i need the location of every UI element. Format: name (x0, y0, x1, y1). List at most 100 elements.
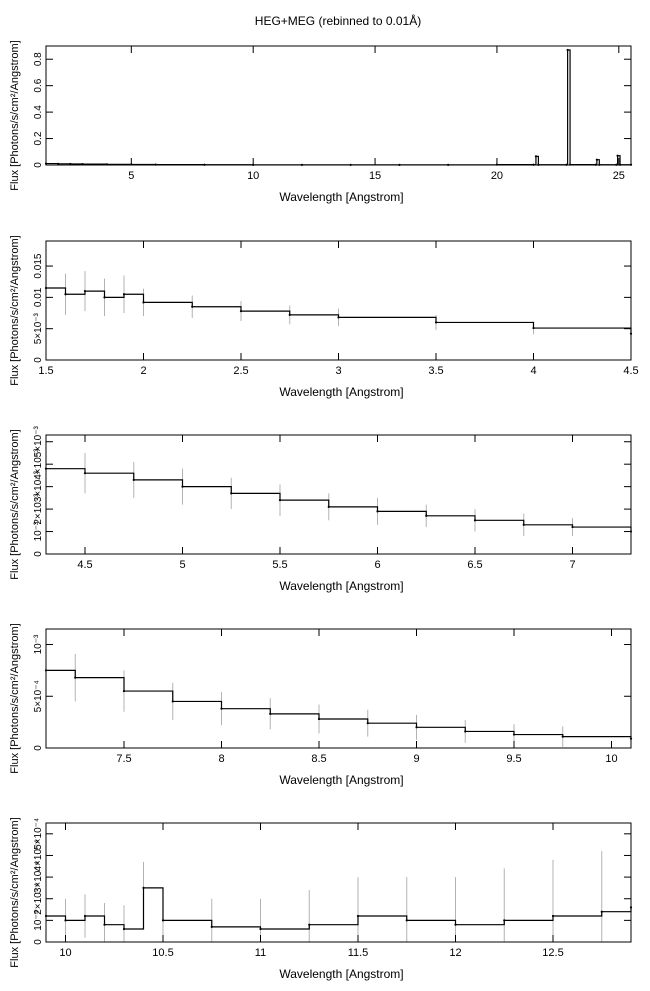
y-tick-label: 0.2 (33, 131, 44, 145)
x-axis-label: Wavelength [Angstrom] (279, 385, 403, 399)
x-tick-label: 4.5 (77, 559, 92, 571)
data-point (122, 689, 126, 693)
x-tick-label: 12 (449, 947, 461, 959)
series-1 (44, 644, 633, 748)
data-point (74, 676, 77, 679)
data-point (161, 919, 165, 922)
data-point (415, 726, 418, 729)
data-point (571, 525, 574, 529)
x-tick-label: 11 (255, 947, 266, 959)
data-point (425, 514, 428, 517)
y-tick-label: 0 (33, 745, 44, 751)
x-tick-label: 3.5 (428, 365, 443, 377)
x-tick-label: 10 (59, 947, 71, 959)
y-tick-label: 10⁻³ (33, 521, 44, 541)
data-point (103, 923, 106, 926)
data-point (278, 499, 282, 502)
data-point (317, 717, 321, 721)
y-tick-label: 5×10⁻⁴ (33, 680, 44, 712)
data-point (327, 505, 330, 508)
data-point (122, 293, 126, 296)
x-tick-label: 12.5 (542, 947, 563, 959)
x-tick-label: 5.5 (272, 559, 287, 571)
data-point (561, 735, 564, 738)
data-point (83, 290, 87, 293)
x-tick-label: 25 (613, 170, 625, 182)
data-point (142, 301, 145, 304)
data-point (142, 886, 145, 890)
x-axis-label: Wavelength [Angstrom] (279, 773, 403, 787)
x-tick-label: 1.5 (38, 365, 53, 377)
data-point (600, 910, 603, 913)
plot-frame (45, 628, 632, 749)
x-tick-label: 3 (335, 365, 341, 377)
data-point (259, 927, 262, 931)
y-tick-label: 0 (33, 551, 44, 557)
y-tick-label: 2×10⁻⁴ (33, 883, 44, 915)
x-tick-label: 7.5 (116, 753, 131, 765)
spectrum-line (46, 887, 632, 930)
data-point (83, 914, 87, 918)
data-point (551, 914, 555, 918)
y-tick-label: 10⁻³ (33, 634, 44, 654)
spectrum-line (46, 468, 632, 532)
y-tick-label: 3×10⁻⁴ (33, 861, 44, 893)
data-point (220, 707, 223, 710)
data-point (534, 155, 538, 158)
series-1 (44, 842, 633, 942)
y-tick-label: 5×10⁻³ (33, 312, 44, 344)
y-tick-label: 0.6 (33, 78, 44, 92)
y-tick-label: 0 (33, 162, 44, 168)
y-tick-label: 2×10⁻³ (33, 493, 44, 525)
y-axis-label: Flux [Photons/s/cm²/Angstrom] (9, 40, 21, 190)
x-tick-label: 4.5 (623, 365, 638, 377)
x-tick-label: 9 (413, 753, 419, 765)
data-point (122, 927, 126, 931)
data-point (405, 919, 408, 922)
x-axis-label: Wavelength [Angstrom] (279, 967, 403, 981)
chart-panel-1: 5 10 15 20 25 0 0.2 0.4 0.6 0.8 Wavelength [Angstr… (9, 40, 633, 204)
data-point (103, 296, 106, 299)
data-point (503, 919, 506, 922)
y-tick-label: 0.015 (33, 253, 44, 278)
plot-frame (45, 240, 632, 361)
plot-frame (45, 822, 632, 943)
y-tick-label: 10⁻⁴ (33, 910, 44, 931)
y-tick-label: 0.8 (33, 52, 44, 66)
x-tick-label: 10.5 (152, 947, 173, 959)
data-point (210, 925, 213, 928)
x-tick-label: 7 (569, 559, 575, 571)
series-1 (44, 48, 633, 166)
chart-panel-4: 7.5 8 8.5 9 9.5 10 0 5×10⁻⁴ 10⁻³ Wavelength [Angs… (9, 623, 633, 787)
data-point (434, 321, 438, 324)
chart-panel-3: 4.5 5 5.5 6 6.5 7 0 10⁻³2×10⁻³3×10⁻³4×10⁻³5×10⁻… (9, 426, 633, 593)
y-axis-label: Flux [Photons/s/cm²/Angstrom] (9, 817, 21, 967)
x-tick-label: 10 (247, 170, 259, 182)
data-point (464, 730, 467, 733)
chart-panel-2: 1.5 2 2.5 3 3.5 4 4.5 0 5×10⁻³ 0.01 0.015 Wavelengt… (9, 235, 639, 399)
x-tick-label: 4 (530, 365, 536, 377)
y-tick-label: 4×10⁻³ (33, 448, 44, 480)
x-tick-label: 20 (491, 170, 503, 182)
x-tick-label: 5 (179, 559, 185, 571)
data-point (64, 919, 67, 922)
data-point (356, 914, 360, 918)
x-tick-label: 10 (605, 753, 617, 765)
y-axis-label: Flux [Photons/s/cm²/Angstrom] (9, 429, 21, 579)
y-tick-label: 4×10⁻⁴ (33, 839, 44, 871)
data-point (473, 519, 477, 522)
x-tick-label: 6 (374, 559, 380, 571)
x-tick-label: 11.5 (348, 947, 369, 959)
data-point (376, 510, 379, 513)
data-point (181, 485, 184, 488)
y-tick-label: 3×10⁻³ (33, 470, 44, 502)
data-point (171, 700, 174, 703)
y-tick-label: 0 (33, 939, 44, 945)
x-axis-label: Wavelength [Angstrom] (279, 190, 403, 204)
data-point (522, 523, 525, 526)
data-point (239, 310, 243, 313)
data-point (191, 305, 194, 308)
data-point (230, 492, 233, 495)
x-tick-label: 2.5 (233, 365, 248, 377)
